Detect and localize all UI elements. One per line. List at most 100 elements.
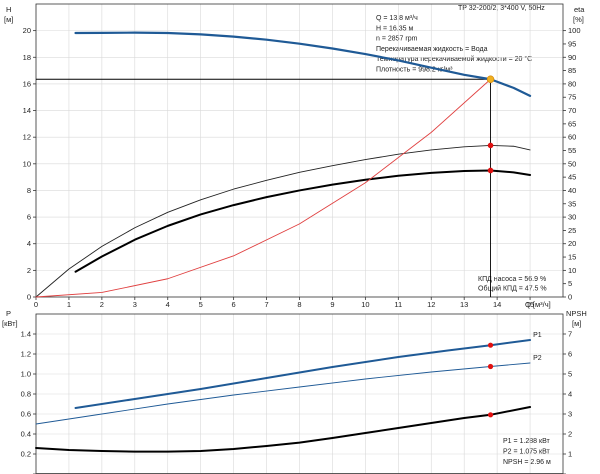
- bottom-left-tick-label: 0.4: [21, 430, 31, 439]
- efficiency-note: Общий КПД = 47.5 %: [478, 285, 547, 293]
- top-right-tick-label: 50: [568, 159, 576, 168]
- operating-info-line: Плотность = 998.2 кг/м³: [376, 67, 453, 74]
- top-right-tick-label: 65: [568, 119, 576, 128]
- top-right-tick-label: 35: [568, 199, 576, 208]
- top-left-tick-label: 8: [27, 186, 31, 195]
- bottom-left-tick-label: 0.2: [21, 450, 31, 459]
- operating-info-line: n = 2857 rpm: [376, 36, 418, 43]
- bottom-right-tick-label: 2: [568, 430, 572, 439]
- top-x-tick-label: 0: [34, 300, 38, 309]
- series-label-p1: P1: [533, 332, 542, 339]
- bottom-right-tick-label: 4: [568, 390, 572, 399]
- top-x-tick-label: 3: [133, 300, 137, 309]
- operating-info-line: Q = 13.8 м³/ч: [376, 15, 418, 22]
- power-notes: P1 = 1.288 кВт P2 = 1.075 кВт NPSH = 2.96 …: [503, 438, 551, 466]
- bottom-right-axis-unit: [м]: [572, 319, 581, 328]
- top-right-tick-label: 25: [568, 226, 576, 235]
- top-x-tick-label: 9: [330, 300, 334, 309]
- power-marker: [487, 342, 494, 348]
- bottom-left-tick-label: 1.0: [21, 370, 31, 379]
- plot-layer: 0 1 2 3 4 5 6 7 8 9 10 11 12 13 14 15024681012141618200…: [21, 3, 581, 474]
- bottom-series-P2: [35, 362, 531, 425]
- operating-info-block: Q = 13.8 м³/ч H = 16.35 м n = 2857 rpm Пере…: [376, 15, 532, 74]
- npsh-marker: [487, 412, 494, 418]
- top-right-axis-label: eta: [574, 5, 585, 14]
- top-right-tick-label: 80: [568, 79, 576, 88]
- bottom-right-axis-label: NPSH: [566, 309, 587, 318]
- operating-info-line: Перекачиваемая жидкость = Вода: [376, 46, 488, 53]
- top-x-tick-label: 12: [427, 300, 435, 309]
- efficiency-note: КПД насоса = 56.9 %: [478, 276, 546, 283]
- series-label-p2: P2: [533, 355, 542, 362]
- top-left-tick-label: 20: [23, 26, 31, 35]
- bottom-left-axis-unit: [кВт]: [2, 319, 18, 328]
- top-right-tick-label: 5: [568, 279, 572, 288]
- top-left-tick-label: 16: [23, 79, 31, 88]
- top-x-tick-label: 8: [297, 300, 301, 309]
- operating-info-line: Температура перекачиваемой жидкости = 20…: [376, 55, 532, 63]
- top-left-tick-label: 18: [23, 53, 31, 62]
- top-x-tick-label: 1: [67, 300, 71, 309]
- top-right-tick-label: 60: [568, 133, 576, 142]
- bottom-right-tick-label: 7: [568, 330, 572, 339]
- power-note: P2 = 1.075 кВт: [503, 449, 551, 456]
- top-right-tick-label: 75: [568, 93, 576, 102]
- top-x-tick-label: 2: [100, 300, 104, 309]
- top-series-pump-curve: [74, 31, 532, 97]
- bottom-left-tick-label: 1.2: [21, 350, 31, 359]
- top-left-tick-label: 6: [27, 213, 31, 222]
- top-right-tick-label: 20: [568, 239, 576, 248]
- top-x-tick-label: 4: [166, 300, 170, 309]
- top-right-tick-label: 0: [568, 293, 572, 302]
- top-right-tick-label: 15: [568, 253, 576, 262]
- top-x-tick-label: 7: [264, 300, 268, 309]
- top-left-tick-label: 2: [27, 266, 31, 275]
- bottom-left-tick-label: 1.4: [21, 330, 31, 339]
- top-x-tick-label: 6: [232, 300, 236, 309]
- power-note: NPSH = 2.96 м: [503, 459, 551, 466]
- top-right-tick-label: 90: [568, 53, 576, 62]
- top-left-axis-label: H: [6, 5, 11, 14]
- top-left-tick-label: 14: [23, 106, 31, 115]
- top-x-tick-label: 10: [361, 300, 369, 309]
- bottom-left-tick-label: 0.6: [21, 410, 31, 419]
- bottom-left-tick-label: 0.8: [21, 390, 31, 399]
- top-left-tick-label: 4: [27, 239, 31, 248]
- top-x-tick-label: 14: [493, 300, 501, 309]
- bottom-right-tick-label: 5: [568, 370, 572, 379]
- top-right-axis-unit: [%]: [573, 15, 584, 24]
- top-x-tick-label: 5: [199, 300, 203, 309]
- bottom-left-axis-label: P: [6, 309, 11, 318]
- bottom-right-tick-label: 6: [568, 350, 572, 359]
- top-series-thin: [35, 144, 531, 298]
- top-right-tick-label: 10: [568, 266, 576, 275]
- operating-point-marker: [486, 75, 495, 83]
- top-series-system-curve: [35, 78, 491, 298]
- top-right-tick-label: 55: [568, 146, 576, 155]
- top-series-thick: [74, 169, 532, 273]
- efficiency-notes: КПД насоса = 56.9 % Общий КПД = 47.5 %: [478, 276, 547, 293]
- top-right-tick-label: 100: [568, 26, 581, 35]
- top-left-axis-unit: [м]: [4, 15, 13, 24]
- top-right-tick-label: 95: [568, 39, 576, 48]
- top-right-tick-label: 85: [568, 66, 576, 75]
- top-left-tick-label: 12: [23, 133, 31, 142]
- top-right-tick-label: 70: [568, 106, 576, 115]
- top-x-tick-label: 15: [526, 300, 534, 309]
- top-x-tick-label: 11: [394, 300, 402, 309]
- top-x-tick-label: 13: [460, 300, 468, 309]
- top-right-tick-label: 30: [568, 213, 576, 222]
- power-note: P1 = 1.288 кВт: [503, 438, 551, 445]
- top-left-tick-label: 10: [23, 159, 31, 168]
- top-right-tick-label: 45: [568, 173, 576, 182]
- x-axis-label: Q [м³/ч]: [525, 300, 551, 309]
- efficiency-marker: [487, 142, 494, 149]
- bottom-right-tick-label: 1: [568, 450, 572, 459]
- operating-info-line: H = 16.35 м: [376, 25, 413, 32]
- power-marker: [487, 363, 494, 370]
- chart-header: TP 32-200/2, 3*400 V, 50Hz: [458, 5, 545, 12]
- bottom-series-npsh-2: [35, 406, 532, 453]
- top-right-tick-label: 40: [568, 186, 576, 195]
- efficiency-marker: [487, 167, 494, 174]
